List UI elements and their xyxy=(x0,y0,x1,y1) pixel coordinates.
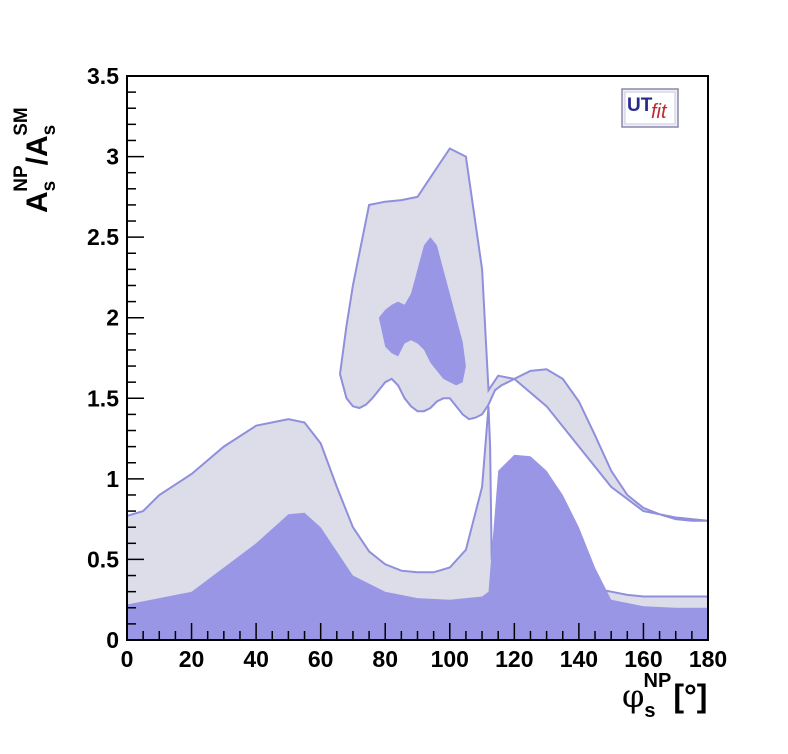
x-axis-title: φsNP[°] xyxy=(622,670,707,722)
svg-text:AsNP/AsSM: AsNP/AsSM xyxy=(11,107,60,213)
x-axis-tick-labels: 0 20 40 60 80 100 120 140 160 180 xyxy=(121,646,728,672)
y-tick-label: 0.5 xyxy=(87,546,119,572)
inner-region-lower xyxy=(127,454,708,640)
y-tick-label: 1 xyxy=(106,466,119,492)
svg-text:fit: fit xyxy=(651,101,668,123)
inner-region-upper xyxy=(378,237,466,386)
x-tick-label: 80 xyxy=(372,646,398,672)
x-tick-label: 100 xyxy=(431,646,469,672)
contour-regions xyxy=(127,147,708,640)
x-tick-label: 160 xyxy=(624,646,662,672)
utfit-logo: UT fit xyxy=(621,88,679,128)
svg-text:UT: UT xyxy=(627,95,653,116)
x-tick-label: 60 xyxy=(308,646,334,672)
x-axis-ticks xyxy=(126,623,709,640)
y-tick-label: 0 xyxy=(106,627,119,653)
y-tick-label: 2.5 xyxy=(87,224,119,250)
y-axis-ticks xyxy=(127,75,144,641)
x-tick-label: 40 xyxy=(243,646,269,672)
y-axis-title: AsNP/AsSM xyxy=(11,107,60,213)
y-tick-label: 3.5 xyxy=(87,63,119,89)
y-tick-label: 2 xyxy=(106,305,119,331)
y-tick-label: 1.5 xyxy=(87,385,119,411)
plot-area xyxy=(127,76,708,640)
y-tick-label: 3 xyxy=(106,144,119,170)
x-tick-label: 140 xyxy=(560,646,598,672)
x-tick-label: 20 xyxy=(179,646,205,672)
x-tick-label: 0 xyxy=(121,646,134,672)
x-tick-label: 120 xyxy=(495,646,533,672)
y-axis-tick-labels: 0 0.5 1 1.5 2 2.5 3 3.5 xyxy=(87,63,119,653)
x-tick-label: 180 xyxy=(689,646,727,672)
